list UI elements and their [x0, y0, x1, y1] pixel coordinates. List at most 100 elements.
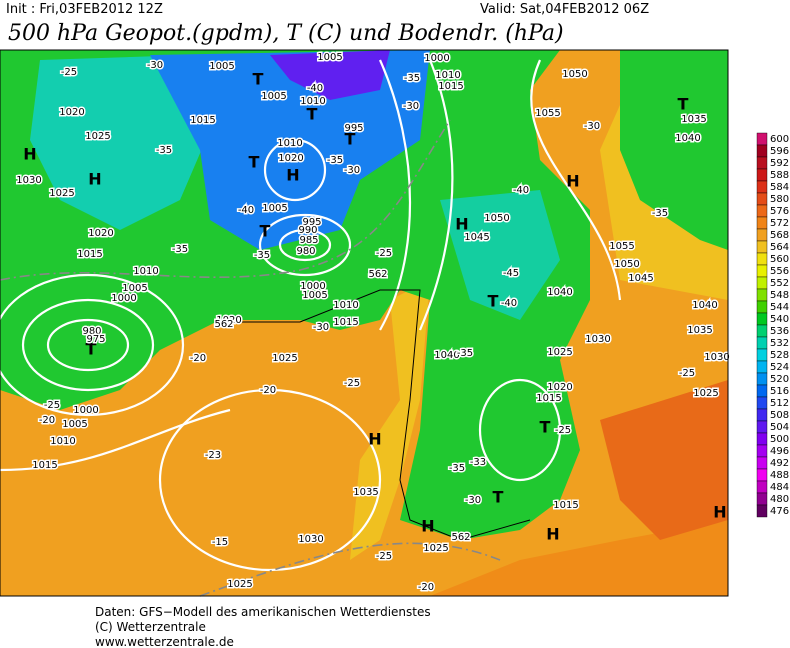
isobar — [158, 388, 382, 572]
contour-label: 980 — [82, 326, 101, 337]
footer-line: Daten: GFS−Modell des amerikanischen Wet… — [95, 605, 431, 619]
legend-swatch — [756, 240, 768, 254]
cold-area — [150, 50, 430, 250]
legend-swatch — [756, 192, 768, 206]
contour-label: 990 — [298, 225, 317, 236]
cold-area — [30, 55, 210, 230]
contour-label: -23 — [205, 450, 221, 461]
contour-label: 1020 — [278, 153, 303, 164]
pressure-center: H — [455, 215, 468, 234]
contour-label: 1050 — [562, 69, 587, 80]
legend-swatch — [756, 384, 768, 398]
contour-label: 1005 — [122, 283, 147, 294]
isobar — [0, 273, 185, 417]
contour-label: 1040 — [547, 287, 572, 298]
contour-label: -40 — [513, 185, 529, 196]
contour-label: 1015 — [536, 393, 561, 404]
legend-level: 528 — [770, 350, 789, 361]
contour-label: 1030 — [298, 534, 323, 545]
contour-label: 1010 — [435, 70, 460, 81]
pressure-center: T — [260, 222, 271, 241]
contour-label: 562 — [451, 532, 470, 543]
legend-level: 568 — [770, 230, 789, 241]
contour-label: 1035 — [687, 325, 712, 336]
contour-label: 1000 — [424, 53, 449, 64]
legend-level: 556 — [770, 266, 789, 277]
contour-label: 1020 — [59, 107, 84, 118]
contour-label: 1000 — [111, 293, 136, 304]
pressure-center: H — [23, 145, 36, 164]
contour-label: -30 — [465, 495, 481, 506]
legend-level: 572 — [770, 218, 789, 229]
legend-level: 484 — [770, 482, 789, 493]
contour-label: 1015 — [77, 249, 102, 260]
map-frame — [0, 49, 729, 597]
contour-label: 1040 — [675, 133, 700, 144]
contour-label: -40 — [501, 298, 517, 309]
contour-label: 1025 — [49, 188, 74, 199]
isobar — [0, 408, 231, 472]
isobar — [263, 138, 327, 202]
legend-level: 592 — [770, 158, 789, 169]
contour-562 — [220, 289, 531, 541]
contour-label: 1040 — [434, 350, 459, 361]
contour-label: 1010 — [133, 266, 158, 277]
legend-swatch — [756, 372, 768, 386]
legend-level: 536 — [770, 326, 789, 337]
contour-label: 1015 — [190, 115, 215, 126]
contour-label: -25 — [44, 400, 60, 411]
contour-label: 1040 — [692, 300, 717, 311]
contour-label: -30 — [403, 101, 419, 112]
legend-swatch — [756, 408, 768, 422]
contour-label: -35 — [404, 73, 420, 84]
legend-swatch — [756, 132, 768, 146]
contour-label: 1015 — [553, 500, 578, 511]
map: H H H H H H H H H T T T T T T T T T T 1005 1005 1020 1025 1030 1… — [0, 49, 731, 597]
contour-label: 1005 — [262, 203, 287, 214]
legend-level: 588 — [770, 170, 789, 181]
contour-label: -25 — [376, 551, 392, 562]
contour-label: 1005 — [302, 290, 327, 301]
legend-level: 496 — [770, 446, 789, 457]
legend-swatch — [756, 216, 768, 230]
contour-label: 1020 — [88, 228, 113, 239]
pressure-center: T — [249, 153, 260, 172]
yellow-area — [350, 280, 430, 560]
contour-label: 1000 — [300, 281, 325, 292]
legend-level: 488 — [770, 470, 789, 481]
legend-swatch — [756, 180, 768, 194]
legend-swatch — [756, 156, 768, 170]
legend-level: 584 — [770, 182, 789, 193]
legend-level: 504 — [770, 422, 789, 433]
map-title: 500 hPa Geopot.(gpdm), T (C) und Bodendr… — [8, 21, 564, 46]
legend-swatch — [756, 492, 768, 506]
legend-level: 564 — [770, 242, 789, 253]
contour-label: 1055 — [609, 241, 634, 252]
pressure-center: T — [540, 418, 551, 437]
contour-label: -45 — [503, 268, 519, 279]
contour-label: 1025 — [423, 543, 448, 554]
legend-swatch — [756, 480, 768, 494]
contour-label: -35 — [254, 250, 270, 261]
legend-level: 520 — [770, 374, 789, 385]
contour-label: 1045 — [464, 232, 489, 243]
contour-label: 1030 — [585, 334, 610, 345]
isobar — [478, 378, 562, 482]
legend-swatch — [756, 276, 768, 290]
legend-level: 580 — [770, 194, 789, 205]
contour-label: 1030 — [704, 352, 729, 363]
contour-label: 1025 — [227, 579, 252, 590]
legend-swatch — [756, 324, 768, 338]
contour-label: -40 — [238, 205, 254, 216]
isobar — [21, 298, 155, 392]
cold-area — [440, 190, 560, 320]
isotherm — [0, 119, 451, 281]
legend-swatch — [756, 396, 768, 410]
contour-label: -35 — [449, 463, 465, 474]
legend-level: 532 — [770, 338, 789, 349]
isobar — [278, 228, 332, 262]
contour-label: 1000 — [73, 405, 98, 416]
legend-swatch — [756, 288, 768, 302]
pressure-center: T — [86, 340, 97, 359]
cold-core — [270, 50, 390, 100]
